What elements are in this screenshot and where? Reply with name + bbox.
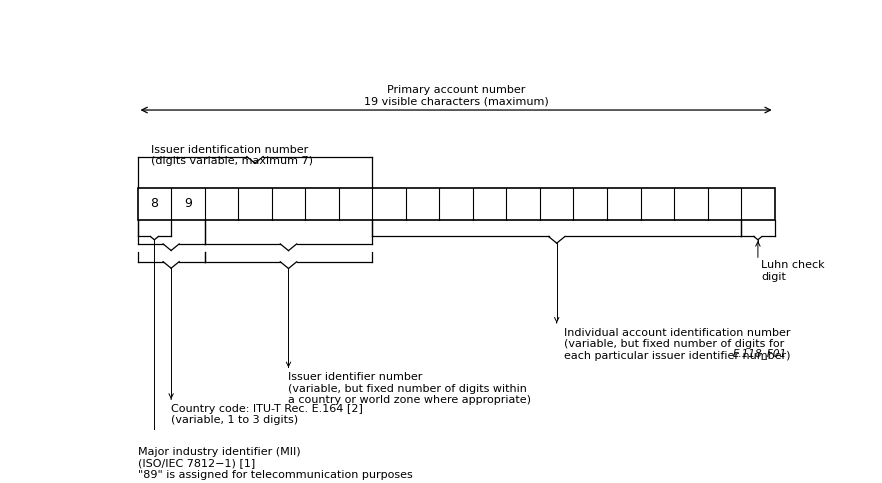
Text: 8: 8: [150, 198, 159, 211]
Text: Issuer identifier number
(variable, but fixed number of digits within
a country : Issuer identifier number (variable, but …: [288, 372, 532, 405]
Text: Luhn check
digit: Luhn check digit: [761, 260, 825, 282]
Text: (digits variable, maximum 7): (digits variable, maximum 7): [152, 156, 313, 166]
Bar: [138, 188, 774, 220]
Text: Primary account number: Primary account number: [387, 85, 526, 95]
Text: Country code: ITU-T Rec. E.164 [2]
(variable, 1 to 3 digits): Country code: ITU-T Rec. E.164 [2] (vari…: [171, 404, 363, 426]
Text: 19 visible characters (maximum): 19 visible characters (maximum): [363, 96, 549, 106]
Text: E.118_F01: E.118_F01: [732, 348, 787, 359]
Text: 9: 9: [184, 198, 191, 211]
Text: Issuer identification number: Issuer identification number: [152, 144, 309, 155]
Text: Individual account identification number
(variable, but fixed number of digits f: Individual account identification number…: [564, 327, 790, 361]
Text: Major industry identifier (MII)
(ISO/IEC 7812−1) [1]
"89" is assigned for teleco: Major industry identifier (MII) (ISO/IEC…: [138, 447, 413, 480]
